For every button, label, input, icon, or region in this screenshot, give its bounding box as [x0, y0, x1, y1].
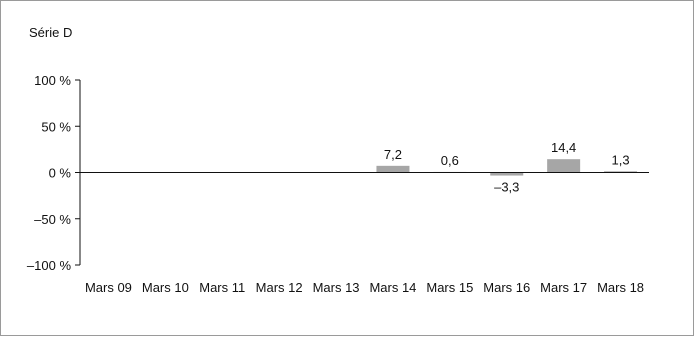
x-tick-label: Mars 10	[142, 280, 189, 295]
x-tick-label: Mars 12	[256, 280, 303, 295]
bar-mars-16	[490, 172, 524, 176]
x-tick-label: Mars 18	[597, 280, 644, 295]
y-axis: 100 % 50 % 0 % –50 % –100 %	[27, 73, 81, 273]
chart-title: Série D	[29, 25, 72, 40]
bar-mars-14	[376, 165, 410, 173]
bars	[376, 159, 638, 176]
y-tick-label: 100 %	[34, 73, 71, 88]
x-tick-label: Mars 13	[313, 280, 360, 295]
bar-mars-17	[547, 159, 581, 173]
x-tick-label: Mars 16	[483, 280, 530, 295]
data-labels: 7,2 0,6 –3,3 14,4 1,3	[384, 140, 630, 194]
y-tick-label: –50 %	[34, 212, 71, 227]
data-label: 0,6	[441, 153, 459, 168]
data-label: 1,3	[612, 152, 630, 167]
bar-mars-18	[604, 171, 638, 173]
x-tick-label: Mars 17	[540, 280, 587, 295]
x-tick-label: Mars 09	[85, 280, 132, 295]
data-label: 14,4	[551, 140, 576, 155]
y-tick-label: 0 %	[49, 166, 72, 181]
data-label: 7,2	[384, 147, 402, 162]
y-tick-label: –100 %	[27, 258, 72, 273]
x-tick-label: Mars 14	[369, 280, 416, 295]
x-axis: Mars 09 Mars 10 Mars 11 Mars 12 Mars 13 Mars …	[85, 280, 644, 295]
x-tick-label: Mars 15	[426, 280, 473, 295]
data-label: –3,3	[494, 180, 519, 195]
x-tick-label: Mars 11	[199, 280, 245, 295]
y-tick-label: 50 %	[41, 119, 71, 134]
